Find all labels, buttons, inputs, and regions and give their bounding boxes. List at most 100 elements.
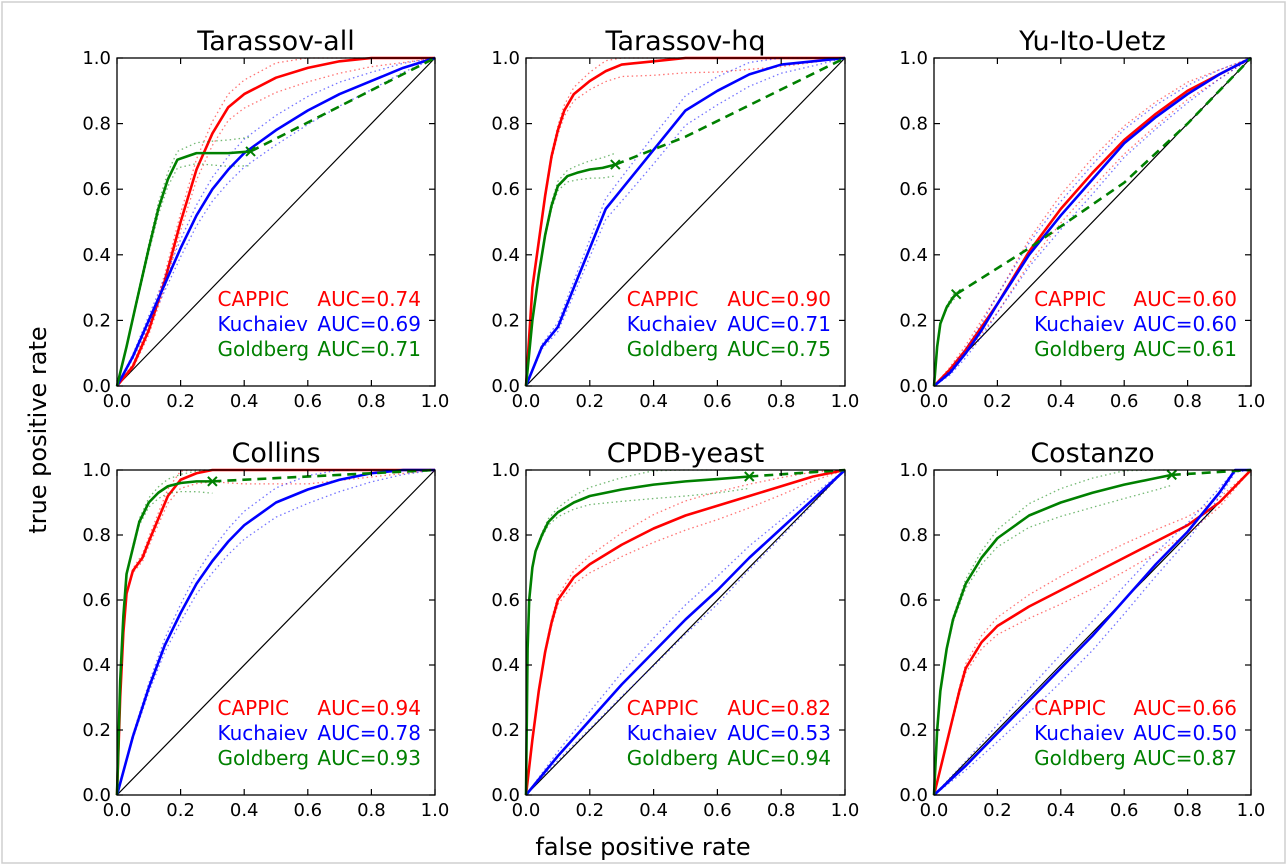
- kuchaiev-lower-band: [933, 57, 1252, 387]
- panel-title: Yu-Ito-Uetz: [1018, 26, 1166, 57]
- y-tick-label: 0.4: [899, 245, 928, 266]
- kuchaiev-roc-line: [115, 56, 436, 387]
- y-tick-label: 0.8: [82, 114, 111, 135]
- goldberg-extrapolation-line: [212, 468, 436, 483]
- y-tick-label: 0.0: [82, 785, 111, 806]
- cappic-roc-line: [524, 468, 846, 796]
- kuchaiev-lower-band: [933, 469, 1252, 796]
- cappic-lower-band: [933, 57, 1252, 387]
- panel-title: Costanzo: [1030, 438, 1154, 469]
- goldberg-lower-band: [116, 162, 251, 387]
- roc-panel-6: Costanzo CAPPIC AUC=0.66 Kuchaiev AUC=0.50 Go…: [899, 438, 1265, 821]
- y-tick-label: 1.0: [899, 460, 928, 481]
- marker-stroke-b: [744, 471, 755, 482]
- x-tick-label: 0.2: [575, 800, 604, 821]
- x-tick-label: 0.4: [1046, 391, 1075, 412]
- y-tick-label: 0.0: [899, 376, 928, 397]
- goldberg-extrapolation-line: [955, 57, 1252, 296]
- goldberg-cutoff-marker: [744, 471, 755, 482]
- x-tick-label: 0.6: [293, 391, 322, 412]
- diagonal-line: [116, 57, 436, 387]
- x-tick-label: 0.4: [230, 391, 259, 412]
- x-tick-label: 0.6: [703, 800, 732, 821]
- y-tick-label: 0.6: [82, 590, 111, 611]
- goldberg-upper-band: [525, 152, 616, 387]
- legend-auc-kuchaiev: AUC=0.69: [317, 312, 421, 336]
- legend-auc-cappic: AUC=0.82: [727, 696, 831, 720]
- y-tick-label: 0.2: [491, 720, 520, 741]
- legend-auc-goldberg: AUC=0.93: [317, 746, 421, 770]
- y-tick-label: 0.0: [899, 785, 928, 806]
- y-tick-label: 0.0: [82, 376, 111, 397]
- legend-auc-cappic: AUC=0.94: [317, 696, 421, 720]
- legend-name-goldberg: Goldberg: [217, 337, 309, 361]
- goldberg-cutoff-marker: [610, 159, 621, 170]
- y-tick-label: 0.4: [899, 655, 928, 676]
- y-tick-label: 0.6: [491, 590, 520, 611]
- y-tick-label: 0.4: [491, 655, 520, 676]
- y-tick-label: 0.2: [82, 720, 111, 741]
- legend-auc-kuchaiev: AUC=0.78: [317, 721, 421, 745]
- cappic-lower-band: [116, 57, 436, 387]
- plot-frame: [933, 57, 1252, 387]
- x-tick-label: 1.0: [831, 800, 860, 821]
- panel-title: Collins: [231, 438, 320, 469]
- x-tick-label: 0.2: [166, 391, 195, 412]
- y-tick-label: 0.2: [899, 720, 928, 741]
- plot-frame: [525, 57, 846, 387]
- legend-auc-kuchaiev: AUC=0.60: [1133, 312, 1237, 336]
- y-tick-label: 0.8: [491, 525, 520, 546]
- x-tick-label: 1.0: [421, 391, 450, 412]
- kuchaiev-roc-line: [115, 468, 435, 796]
- legend-name-goldberg: Goldberg: [217, 746, 309, 770]
- y-tick-label: 0.0: [491, 376, 520, 397]
- x-tick-label: 0.8: [357, 800, 386, 821]
- panel-title: CPDB-yeast: [607, 438, 765, 469]
- y-tick-label: 0.4: [491, 245, 520, 266]
- y-tick-label: 1.0: [491, 48, 520, 69]
- legend-name-kuchaiev: Kuchaiev: [1034, 312, 1125, 336]
- legend-auc-cappic: AUC=0.66: [1133, 696, 1237, 720]
- goldberg-roc-line: [115, 480, 213, 796]
- x-tick-label: 0.6: [703, 391, 732, 412]
- marker-stroke-b: [610, 159, 621, 170]
- kuchaiev-upper-band: [933, 469, 1251, 796]
- y-tick-label: 0.4: [82, 655, 111, 676]
- goldberg-extrapolation-line: [749, 468, 846, 478]
- legend-name-goldberg: Goldberg: [627, 746, 719, 770]
- goldberg-roc-line: [524, 475, 750, 796]
- marker-stroke-b: [245, 146, 256, 157]
- legend-auc-cappic: AUC=0.74: [317, 287, 421, 311]
- legend-auc-kuchaiev: AUC=0.71: [727, 312, 831, 336]
- panel-title: Tarassov-hq: [604, 26, 765, 57]
- cappic-roc-line: [933, 56, 1252, 387]
- x-tick-label: 1.0: [421, 800, 450, 821]
- kuchaiev-lower-band: [525, 469, 846, 796]
- roc-panel-4: Collins CAPPIC AUC=0.94 Kuchaiev AUC=0.78 Gol…: [82, 438, 449, 821]
- legend-auc-goldberg: AUC=0.94: [727, 746, 831, 770]
- legend-name-cappic: CAPPIC: [217, 287, 289, 311]
- legend-auc-goldberg: AUC=0.75: [727, 337, 831, 361]
- x-tick-label: 0.4: [639, 391, 668, 412]
- goldberg-upper-band: [933, 469, 1172, 796]
- x-tick-label: 0.6: [293, 800, 322, 821]
- legend-name-goldberg: Goldberg: [627, 337, 719, 361]
- diagonal-line: [525, 469, 846, 796]
- diagonal-line: [116, 469, 436, 796]
- roc-panel-3: Yu-Ito-Uetz CAPPIC AUC=0.60 Kuchaiev AUC=0.6…: [899, 26, 1265, 412]
- kuchaiev-lower-band: [525, 57, 846, 387]
- y-tick-label: 0.8: [899, 525, 928, 546]
- goldberg-cutoff-marker: [245, 146, 256, 157]
- y-tick-label: 1.0: [82, 48, 111, 69]
- y-tick-label: 0.8: [899, 114, 928, 135]
- y-tick-label: 0.2: [899, 310, 928, 331]
- kuchaiev-roc-line: [524, 469, 846, 796]
- goldberg-extrapolation-line: [249, 56, 436, 153]
- legend-name-kuchaiev: Kuchaiev: [627, 312, 718, 336]
- x-tick-label: 0.0: [512, 391, 541, 412]
- goldberg-extrapolation-line: [614, 56, 846, 166]
- legend-name-cappic: CAPPIC: [1034, 696, 1106, 720]
- kuchaiev-roc-line: [524, 56, 846, 387]
- x-tick-label: 0.4: [639, 800, 668, 821]
- y-tick-label: 0.4: [82, 245, 111, 266]
